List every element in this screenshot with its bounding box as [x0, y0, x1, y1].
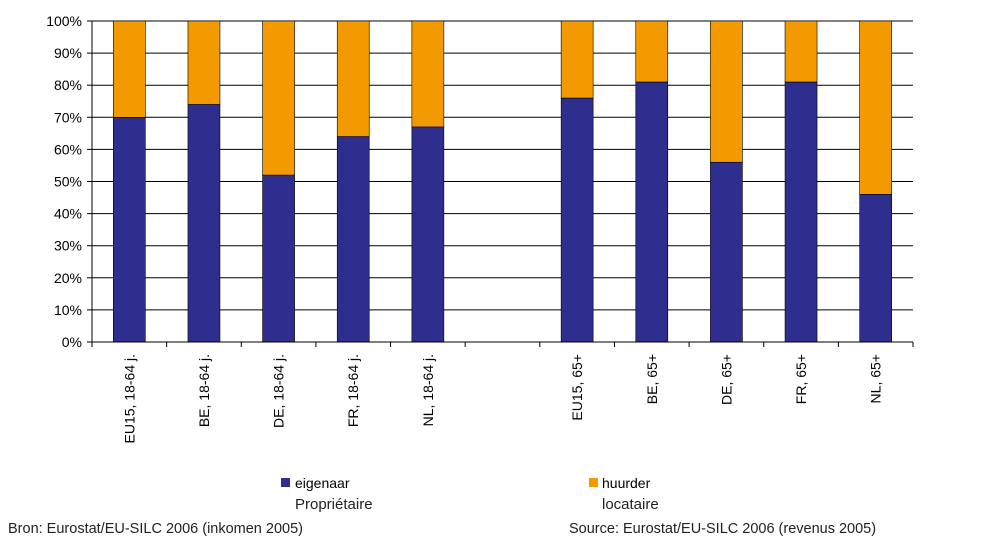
- bar-eigenaar: [262, 174, 295, 343]
- bar-huurder: [635, 20, 669, 83]
- y-tick-label: 0%: [62, 334, 82, 350]
- x-category-label: DE, 18-64 j.: [271, 354, 287, 428]
- bar-eigenaar: [560, 97, 594, 343]
- x-category-label: BE, 65+: [644, 354, 660, 404]
- y-tick-label: 100%: [46, 13, 82, 29]
- bar-eigenaar: [710, 161, 743, 343]
- legend-swatch-eigenaar: [281, 478, 290, 487]
- legend-swatch-huurder: [589, 478, 598, 487]
- legend-label-huurder: huurder: [602, 475, 651, 491]
- bar-eigenaar: [113, 117, 146, 343]
- x-category-label: NL, 18-64 j.: [420, 354, 436, 426]
- x-category-label: EU15, 18-64 j.: [121, 354, 137, 444]
- x-category-label: DE, 65+: [718, 354, 734, 405]
- legend: eigenaar Propriétaire huurder locataire: [281, 475, 659, 513]
- bar-huurder: [710, 20, 743, 163]
- y-tick-label: 20%: [54, 270, 82, 286]
- x-category-label: FR, 18-64 j.: [345, 354, 361, 427]
- y-tick-label: 90%: [54, 45, 82, 61]
- bar-eigenaar: [859, 194, 892, 343]
- y-tick-label: 80%: [54, 77, 82, 93]
- y-axis: 0% 10% 20% 30% 40% 50% 60% 70% 80% 90% 100%: [46, 13, 93, 350]
- bar-huurder: [784, 20, 818, 83]
- x-category-label: NL, 65+: [868, 354, 884, 403]
- y-tick-label: 50%: [54, 174, 82, 190]
- bar-huurder: [113, 20, 146, 118]
- x-category-label: BE, 18-64 j.: [196, 354, 212, 427]
- y-tick-label: 60%: [54, 141, 82, 157]
- y-tick-label: 10%: [54, 302, 82, 318]
- legend-label-eigenaar: eigenaar: [295, 475, 350, 491]
- x-category-label: EU15, 65+: [569, 354, 585, 421]
- bar-eigenaar: [336, 136, 370, 343]
- bar-eigenaar: [635, 81, 669, 343]
- bar-huurder: [859, 20, 892, 195]
- gridlines: [92, 20, 913, 343]
- x-category-label: FR, 65+: [793, 354, 809, 404]
- bar-huurder: [336, 20, 370, 137]
- y-tick-label: 30%: [54, 238, 82, 254]
- legend-label-locataire: locataire: [602, 496, 659, 513]
- x-axis: EU15, 18-64 j. BE, 18-64 j. DE, 18-64 j. FR…: [91, 341, 914, 444]
- bar-huurder: [411, 20, 445, 128]
- bars: [113, 20, 892, 343]
- bar-eigenaar: [187, 104, 221, 343]
- bar-huurder: [262, 20, 295, 176]
- source-note-right: Source: Eurostat/EU-SILC 2006 (revenus 2…: [569, 521, 876, 537]
- y-tick-label: 70%: [54, 109, 82, 125]
- bar-huurder: [560, 20, 594, 99]
- y-tick-label: 40%: [54, 206, 82, 222]
- source-note-left: Bron: Eurostat/EU-SILC 2006 (inkomen 200…: [8, 521, 303, 537]
- bar-eigenaar: [784, 81, 818, 343]
- bar-eigenaar: [411, 126, 445, 343]
- legend-label-proprietaire: Propriétaire: [295, 496, 373, 513]
- bar-huurder: [187, 20, 221, 105]
